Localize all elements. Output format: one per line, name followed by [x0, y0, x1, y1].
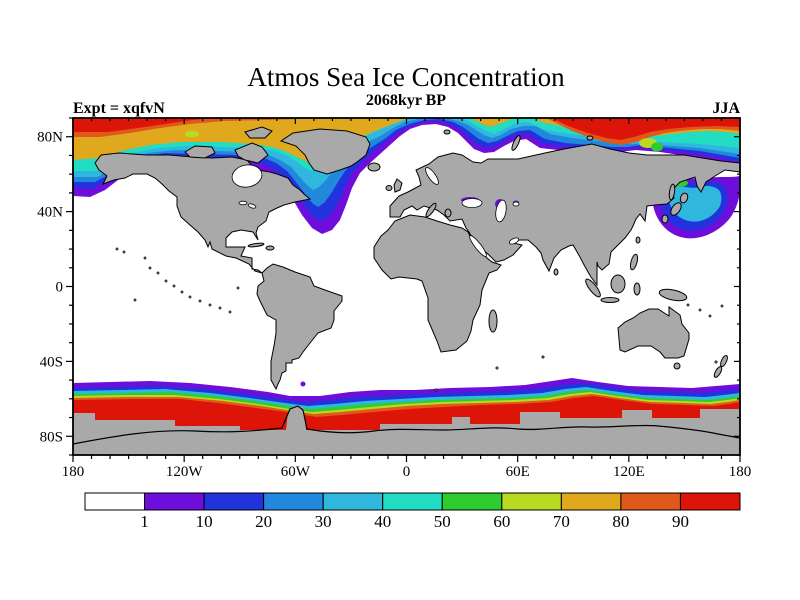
land-sakhalin: [668, 183, 676, 201]
inland-seas: [231, 164, 520, 257]
land-australia: [617, 306, 690, 359]
land-africa: [373, 214, 502, 353]
colorbar-label: 40: [374, 512, 391, 531]
arctic-ice-amber: [73, 118, 740, 163]
land-philippines: [629, 253, 639, 271]
colorbar-segment: [382, 492, 443, 511]
southern-island-specks: [434, 355, 718, 392]
great-lakes-west: [238, 200, 248, 206]
figure-subtitle: 2068kyr BP: [366, 92, 446, 109]
land-arctic-island-baffin: [234, 142, 269, 164]
baltic-sea: [425, 167, 439, 185]
land-greece: [444, 208, 452, 218]
land-britain: [393, 178, 403, 193]
x-axis-label: 180: [62, 464, 85, 480]
land-hokkaido: [679, 192, 689, 204]
x-axis-label: 60W: [281, 464, 311, 480]
colorbar-segment: [620, 492, 681, 511]
colorbar-segment: [84, 492, 146, 511]
land-severnaya-zemlya: [586, 135, 594, 141]
land-taiwan: [635, 236, 641, 244]
season-label: JJA: [712, 100, 740, 117]
y-axis-label: 80S: [40, 429, 63, 445]
land-kyushu: [661, 214, 669, 224]
colorbar-segment: [263, 492, 324, 511]
caspian-sea: [495, 199, 507, 223]
land-sulawesi: [633, 282, 641, 296]
persian-gulf: [508, 237, 520, 245]
red-sea: [469, 235, 487, 257]
x-axis-label: 60E: [506, 464, 530, 480]
colorbar: 1 10 20 30 40 50 60 70 80 90: [84, 492, 741, 531]
y-axis-label: 80N: [37, 130, 63, 146]
colorbar-label: 1: [140, 512, 149, 531]
land-hispaniola: [265, 245, 275, 251]
land-arctic-island-victoria: [184, 145, 216, 159]
land-cuba: [247, 242, 265, 248]
land-new-zealand-north: [720, 354, 728, 368]
land-borneo: [610, 274, 626, 294]
land-greenland: [279, 128, 371, 175]
colorbar-label: 90: [672, 512, 689, 531]
x-axis-label: 120W: [166, 464, 204, 480]
land-svalbard: [443, 129, 451, 135]
experiment-label: Expt = xqfvN: [73, 100, 165, 117]
colorbar-segment: [679, 492, 741, 511]
siberian-green-patch: [651, 142, 663, 152]
colorbar-segment: [501, 492, 562, 511]
y-axis-label: 40S: [40, 354, 63, 370]
hudson-bay: [231, 164, 263, 188]
colorbar-label: 10: [196, 512, 213, 531]
colorbar-label: 30: [315, 512, 332, 531]
map-area: [73, 118, 740, 455]
land-sri-lanka: [553, 268, 559, 276]
axis-ticks: 180 120W 60W 0 60E 120E 180 80N 40N 0 40S 80S: [37, 117, 752, 480]
arctic-yellow-patch: [185, 130, 199, 138]
land-sumatra: [585, 278, 601, 298]
colorbar-label: 60: [493, 512, 510, 531]
colorbar-segment: [144, 492, 205, 511]
colorbar-label: 80: [612, 512, 629, 531]
pacific-island-specks: [115, 247, 724, 318]
figure-title: Atmos Sea Ice Concentration: [247, 62, 565, 92]
great-lakes-east: [247, 203, 257, 209]
x-axis-label: 0: [403, 464, 411, 480]
black-sea: [461, 198, 483, 208]
colorbar-segment: [441, 492, 503, 511]
aral-sea: [512, 201, 520, 207]
colorbar-label: 70: [553, 512, 570, 531]
y-axis-label: 40N: [37, 205, 63, 221]
colorbar-segment: [560, 492, 622, 511]
land-madagascar: [488, 309, 498, 333]
land-iceland: [367, 162, 381, 172]
land-italy: [425, 202, 437, 218]
antarctica-coastline: [73, 405, 740, 445]
land-ireland: [385, 185, 393, 191]
x-axis-label: 180: [729, 464, 752, 480]
x-axis-label: 120E: [613, 464, 645, 480]
land-tasmania: [673, 362, 681, 370]
arctic-ice-red: [73, 118, 740, 140]
falklands-ice-dot: [300, 381, 306, 387]
land-arctic-island-ellesmere: [244, 126, 273, 139]
land-south-america: [256, 263, 343, 391]
y-axis-label: 0: [56, 280, 64, 296]
colorbar-label: 20: [255, 512, 272, 531]
colorbar-segment: [203, 492, 265, 511]
colorbar-segment: [322, 492, 384, 511]
land-novaya-zemlya: [511, 135, 521, 151]
land-new-guinea: [658, 288, 688, 302]
land-honshu: [670, 202, 682, 216]
land-java: [600, 297, 620, 303]
land-new-zealand-south: [713, 366, 723, 378]
colorbar-label: 50: [434, 512, 451, 531]
